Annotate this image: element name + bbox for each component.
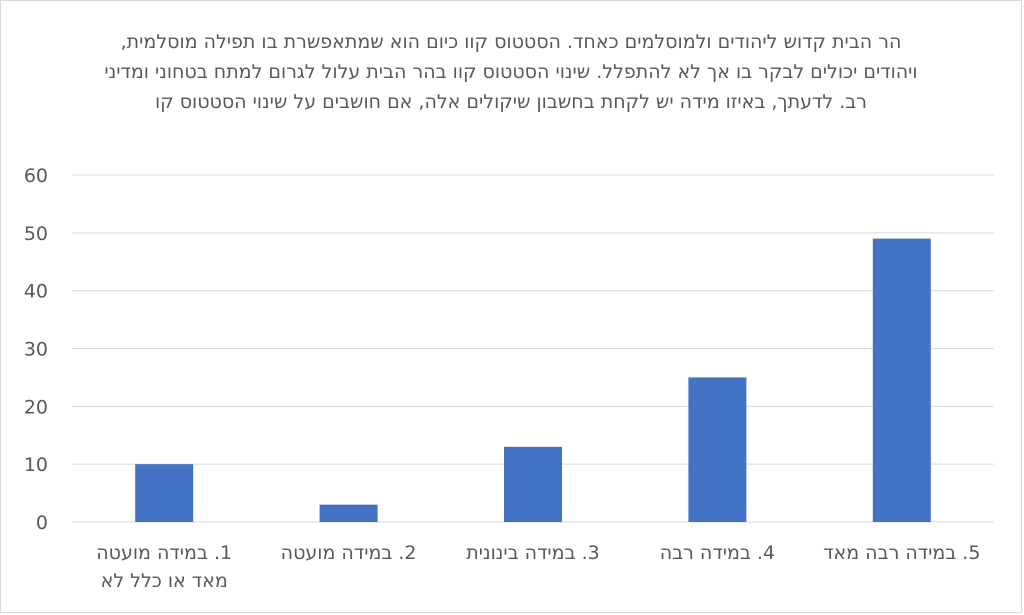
x-category-label-1: 1. במידה מועטה מאד או כלל לא [96, 542, 233, 592]
y-tick-label-60: 60 [24, 165, 48, 187]
x-category-label-2: 2. במידה מועטה [280, 542, 417, 564]
bar-4 [688, 377, 747, 522]
y-tick-label-40: 40 [24, 281, 48, 303]
x-category-label-5: 5. במידה רבה מאד [823, 542, 981, 564]
y-tick-label-0: 0 [36, 512, 48, 534]
bar-5 [872, 238, 931, 522]
bar-3 [504, 446, 562, 522]
y-tick-label-50: 50 [24, 223, 48, 245]
x-category-label-4: 4. במידה רבה [659, 542, 776, 564]
y-tick-label-20: 20 [24, 396, 48, 418]
bar-1 [135, 464, 194, 522]
bar-2 [319, 504, 378, 522]
y-tick-label-30: 30 [24, 339, 48, 361]
y-tick-label-10: 10 [24, 454, 48, 476]
chart-title: הר הבית קדוש ליהודים ולמוסלמים כאחד. הסט… [104, 31, 918, 113]
x-category-label-3: 3. במידה בינונית [466, 542, 600, 564]
